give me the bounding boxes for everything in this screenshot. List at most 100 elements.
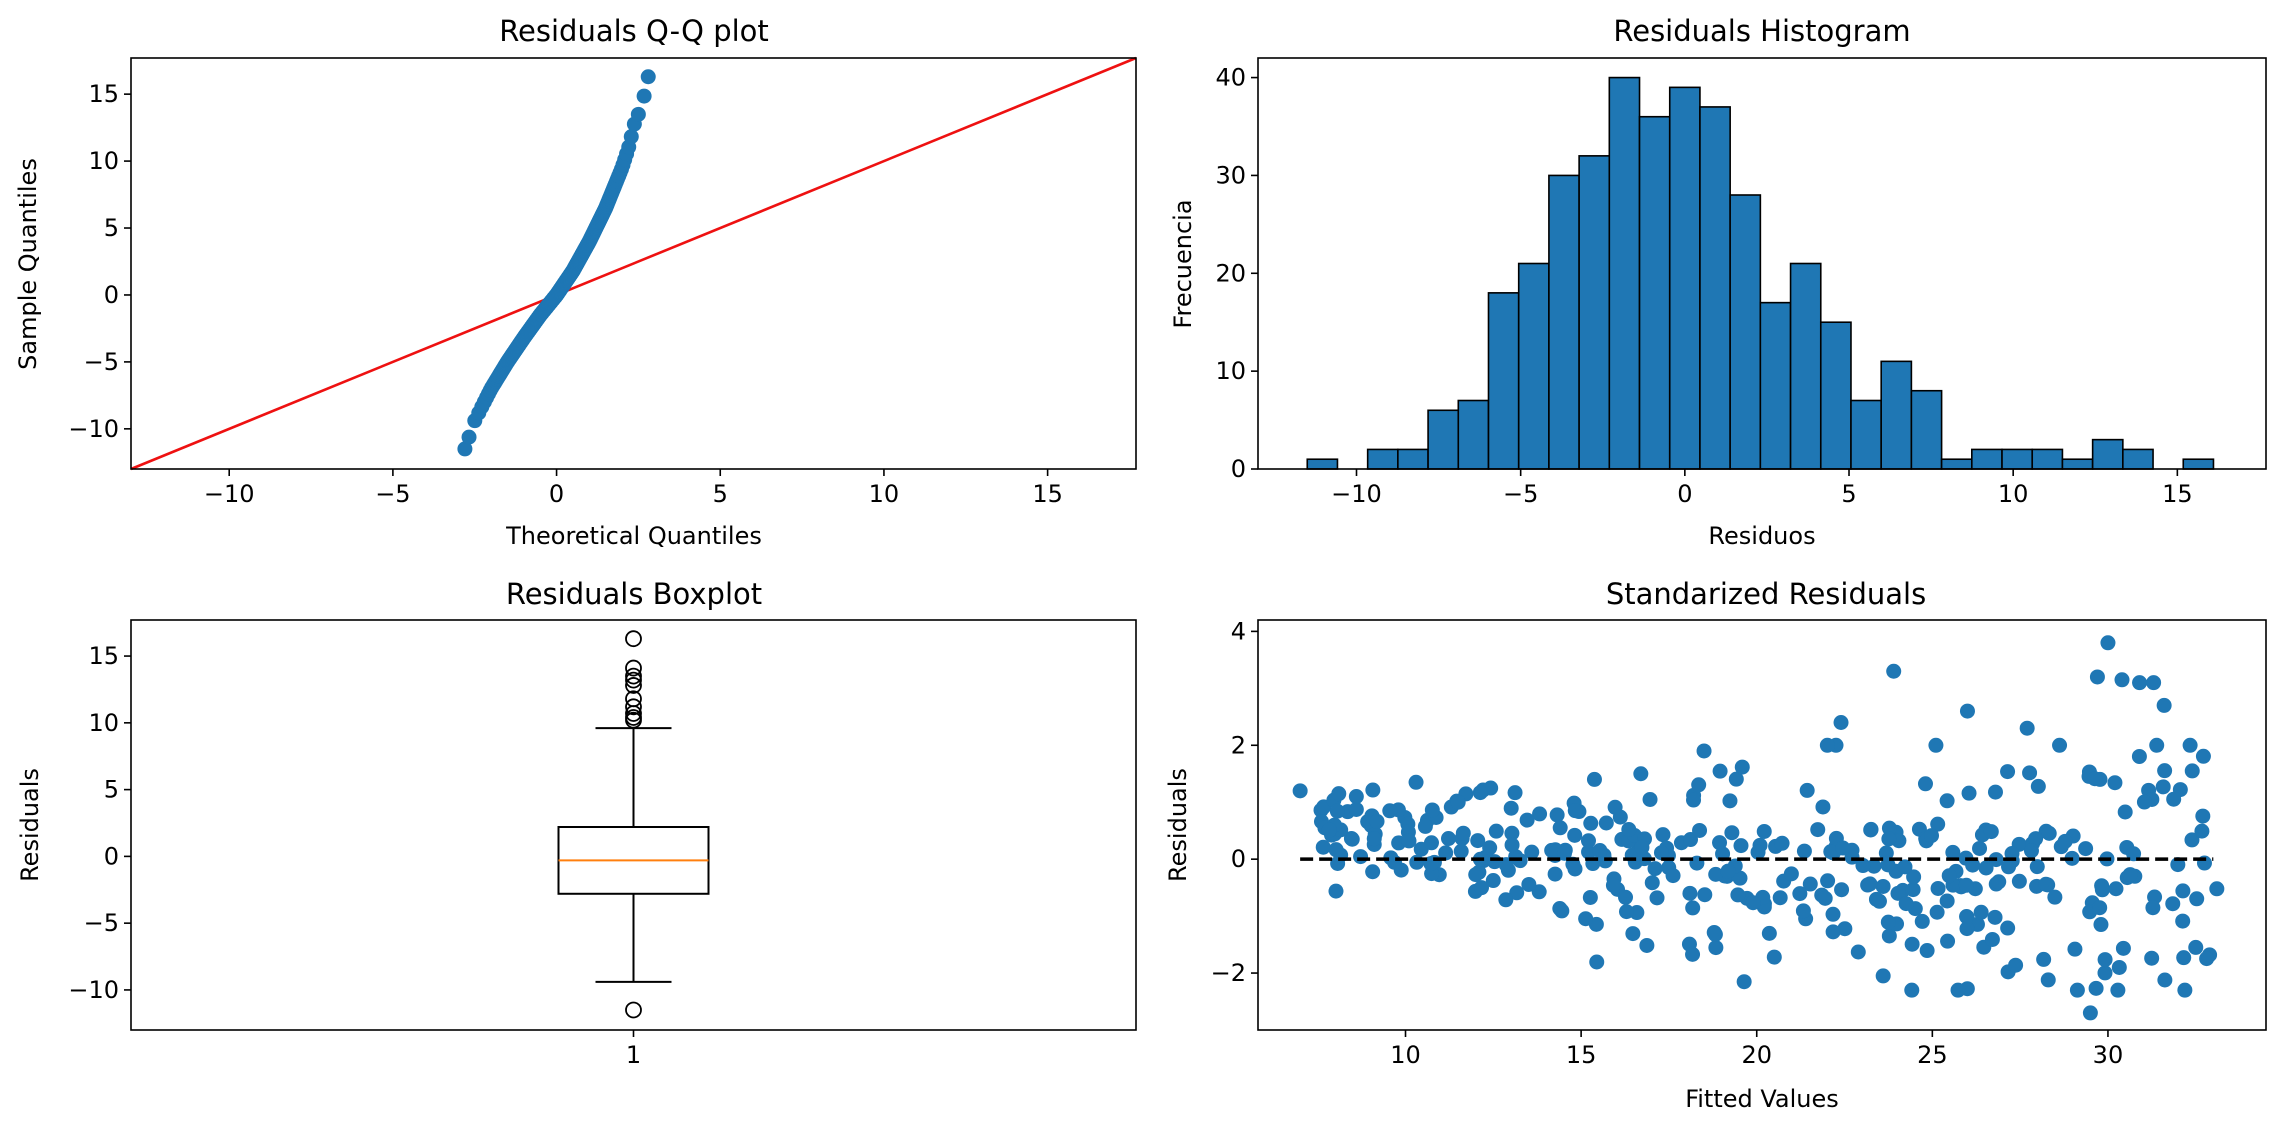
standardized-residual-point (1556, 845, 1572, 861)
standardized-residual-point (1965, 857, 1981, 873)
standardized-residual-point (2136, 794, 2152, 810)
standardized-residual-point (1365, 864, 1381, 880)
standardized-residual-point (2004, 846, 2020, 862)
standardized-residual-point (1504, 837, 1520, 853)
standardized-residual-point (2194, 823, 2210, 839)
standardized-residual-point (1691, 777, 1707, 793)
qq-plot-x-tick-label: 15 (1032, 480, 1063, 508)
qq-plot-x-tick-label: 10 (869, 480, 900, 508)
standardized-residual-point (1633, 766, 1649, 782)
qq-plot-y-tick-label: 0 (104, 281, 119, 309)
standardized-residual-point (2040, 972, 2056, 988)
standardized-residual-point (1733, 838, 1749, 854)
standardized-residual-point (1897, 859, 1913, 875)
standardized-residual-point (1708, 940, 1724, 956)
qq-plot-x-ticks: −10 −5 0 5 10 15 (204, 469, 1063, 508)
standardized-residual-point (1642, 791, 1658, 807)
standardized-residual-point (1712, 763, 1728, 779)
standardized-residual-point (2146, 675, 2162, 691)
standardized-residual-point (1905, 882, 1921, 898)
standardized-residual-point (1815, 799, 1831, 815)
standardized-residual-point (2110, 982, 2126, 998)
standardized-residual-point (1329, 803, 1345, 819)
standardized-residual-point (1583, 815, 1599, 831)
standardized-residual-point (1582, 889, 1598, 905)
standardized-residuals-y-tick-label: 0 (1231, 845, 1246, 873)
standardized-residual-point (1423, 835, 1439, 851)
qq-plot-y-tick-label: −10 (68, 415, 119, 443)
boxplot-outlier (625, 1001, 642, 1019)
standardized-residual-point (1692, 822, 1708, 838)
standardized-residual-point (2087, 771, 2103, 787)
standardized-residual-point (1503, 800, 1519, 816)
standardized-residual-point (2176, 950, 2192, 966)
standardized-residual-point (1868, 891, 1884, 907)
qq-plot-title: Residuals Q-Q plot (499, 14, 769, 48)
boxplot-x-tick-label: 1 (626, 1041, 641, 1069)
standardized-residual-point (1369, 813, 1385, 829)
histogram-axes-frame (1257, 57, 2267, 470)
standardized-residuals-panel: Standarized Residuals 10 15 20 25 30 −2 0 2 4 F… (1164, 577, 2267, 1113)
standardized-residuals-x-tick-label: 10 (1390, 1041, 1421, 1069)
standardized-residual-point (1348, 801, 1364, 817)
standardized-residual-point (1353, 849, 1369, 865)
standardized-residual-point (1850, 944, 1866, 960)
histogram-x-tick-label: 0 (1677, 480, 1692, 508)
standardized-residual-point (1634, 839, 1650, 855)
qq-point (461, 429, 477, 445)
standardized-residual-point (1417, 818, 1433, 834)
histogram-y-tick-label: 20 (1215, 259, 1246, 287)
standardized-residuals-axes-frame (1257, 619, 2267, 1031)
standardized-residual-point (1686, 792, 1702, 808)
histogram-y-tick-label: 40 (1215, 64, 1246, 92)
standardized-residual-point (1586, 771, 1602, 787)
standardized-residual-point (1945, 844, 1961, 860)
standardized-residual-point (1878, 845, 1894, 861)
standardized-residual-point (1881, 820, 1897, 836)
standardized-residual-point (1519, 812, 1535, 828)
standardized-residual-point (2069, 982, 2085, 998)
histogram-bar (1789, 262, 1822, 470)
standardized-residual-point (1880, 914, 1896, 930)
standardized-residual-point (1756, 823, 1772, 839)
histogram-bar (1699, 106, 1731, 470)
standardized-residuals-x-tick-label: 15 (1566, 1041, 1597, 1069)
standardized-residual-point (1774, 835, 1790, 851)
standardized-residual-point (1724, 825, 1740, 841)
standardized-residual-point (1881, 928, 1897, 944)
standardized-residual-point (1473, 880, 1489, 896)
standardized-residual-point (1547, 866, 1563, 882)
standardized-residual-point (1409, 854, 1425, 870)
standardized-residual-point (1580, 833, 1596, 849)
standardized-residual-point (1991, 874, 2007, 890)
histogram-x-tick-label: −10 (1331, 480, 1382, 508)
standardized-residual-point (1833, 715, 1849, 730)
histogram-bar (1910, 389, 1943, 470)
standardized-residual-point (2115, 940, 2131, 956)
standardized-residual-point (2175, 883, 2191, 899)
standardized-residual-point (2165, 896, 2181, 912)
standardized-residual-point (1707, 926, 1723, 942)
standardized-residual-point (1438, 845, 1454, 861)
standardized-residual-point (1820, 873, 1836, 889)
standardized-residual-point (1685, 946, 1701, 962)
histogram-bar (1397, 448, 1429, 470)
standardized-residual-point (1825, 924, 1841, 940)
histogram-bar (2091, 438, 2124, 470)
standardized-residuals-y-ticks: −2 0 2 4 (1211, 617, 1258, 987)
standardized-residual-point (1607, 799, 1623, 815)
standardized-residual-point (1504, 825, 1520, 841)
standardized-residual-point (2097, 965, 2113, 981)
histogram-y-tick-label: 10 (1215, 357, 1246, 385)
standardized-residual-point (2145, 900, 2161, 916)
standardized-residual-point (1344, 831, 1360, 847)
histogram-x-label: Residuos (1708, 522, 1815, 550)
standardized-residual-point (1817, 890, 1833, 906)
standardized-residual-point (1581, 844, 1597, 860)
standardized-residual-point (1983, 824, 1999, 840)
standardized-residual-point (2000, 920, 2016, 936)
standardized-residual-point (1863, 821, 1879, 837)
standardized-residual-point (1823, 844, 1839, 860)
standardized-residual-point (2117, 804, 2133, 820)
histogram-x-tick-label: 5 (1841, 480, 1856, 508)
